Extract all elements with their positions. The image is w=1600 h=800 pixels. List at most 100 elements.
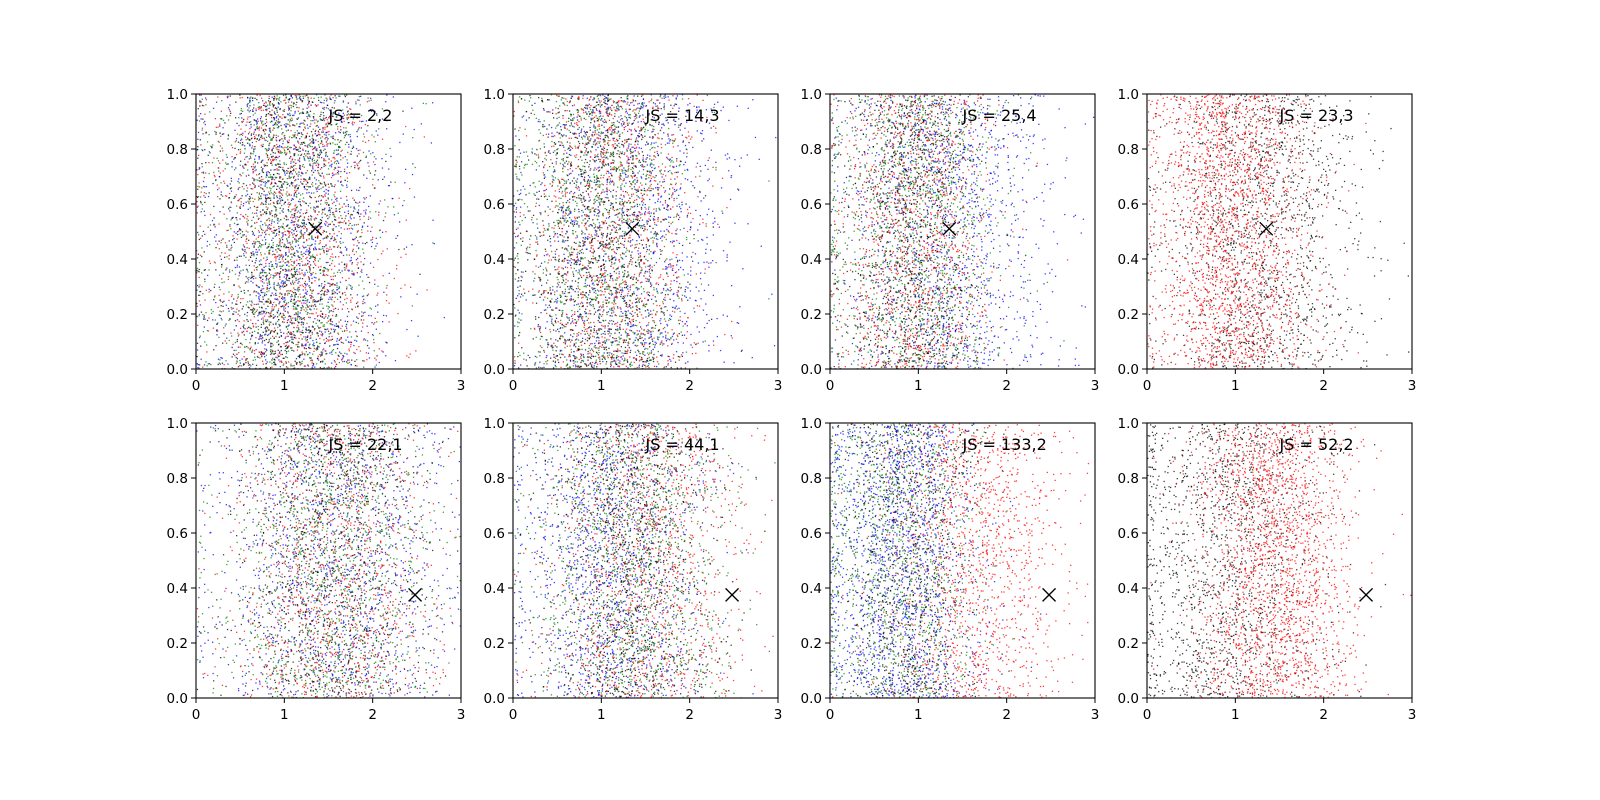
point <box>253 290 256 292</box>
point <box>366 101 368 103</box>
point <box>250 277 252 279</box>
point <box>236 297 239 299</box>
point <box>752 99 754 101</box>
point <box>287 113 289 115</box>
point <box>254 112 256 114</box>
point <box>282 178 284 180</box>
point <box>386 120 388 122</box>
point <box>264 243 266 246</box>
point <box>264 292 266 294</box>
point <box>281 226 284 228</box>
point <box>310 272 312 275</box>
point <box>301 344 303 346</box>
point <box>240 342 242 344</box>
point <box>203 316 205 319</box>
point <box>335 363 338 366</box>
point <box>344 143 347 146</box>
point <box>230 144 233 146</box>
point <box>254 185 256 187</box>
point <box>318 243 320 245</box>
point <box>332 283 334 285</box>
point <box>335 132 337 134</box>
point <box>291 276 293 278</box>
point <box>255 277 257 279</box>
point <box>333 233 335 235</box>
point <box>293 260 296 262</box>
point <box>612 278 614 280</box>
point <box>580 316 582 318</box>
point <box>655 288 658 290</box>
point <box>304 188 306 190</box>
point <box>332 111 334 114</box>
point <box>585 248 587 250</box>
point <box>293 252 296 254</box>
point <box>308 114 311 116</box>
point <box>323 291 326 293</box>
point <box>270 224 272 226</box>
point <box>259 245 261 247</box>
point <box>205 192 207 195</box>
point <box>397 312 399 315</box>
point <box>200 118 202 120</box>
y-tick-label: 0.6 <box>167 197 188 213</box>
point <box>351 228 354 230</box>
point <box>277 122 280 124</box>
point <box>317 346 319 348</box>
point <box>309 251 311 253</box>
point <box>283 363 285 365</box>
point <box>611 274 613 277</box>
point <box>361 229 363 231</box>
point <box>325 97 327 99</box>
point <box>203 326 205 328</box>
point <box>269 101 271 103</box>
point <box>316 308 318 310</box>
point <box>252 110 254 112</box>
point <box>216 323 218 325</box>
point <box>275 274 277 276</box>
point <box>238 182 240 184</box>
point <box>340 129 342 131</box>
point <box>315 305 317 307</box>
point <box>218 187 220 189</box>
point <box>297 250 299 253</box>
point <box>258 264 261 266</box>
point <box>330 112 333 114</box>
point <box>294 134 296 136</box>
point <box>339 146 341 148</box>
point <box>263 236 266 238</box>
point <box>346 361 348 363</box>
point <box>311 304 313 307</box>
y-tick-label: 0.0 <box>167 362 188 378</box>
point <box>400 287 402 289</box>
point <box>294 125 296 127</box>
point <box>201 98 203 100</box>
point <box>296 225 298 227</box>
point <box>270 222 273 224</box>
point <box>340 233 342 235</box>
point <box>292 134 294 136</box>
point <box>271 246 273 249</box>
point <box>329 258 331 260</box>
point <box>241 231 244 233</box>
point <box>279 324 281 327</box>
point <box>278 336 280 338</box>
point <box>372 334 374 337</box>
point <box>300 253 302 256</box>
point <box>308 157 310 160</box>
point <box>254 161 256 163</box>
point <box>280 124 282 127</box>
point <box>237 313 239 315</box>
point <box>313 308 315 310</box>
point <box>299 150 301 152</box>
point <box>201 286 203 288</box>
point <box>252 307 255 309</box>
point <box>308 278 310 280</box>
point <box>208 363 211 365</box>
point <box>249 184 251 186</box>
point <box>268 312 270 314</box>
point <box>268 134 270 136</box>
point <box>398 248 400 251</box>
point <box>260 276 262 278</box>
point <box>245 164 247 166</box>
point <box>286 123 288 125</box>
